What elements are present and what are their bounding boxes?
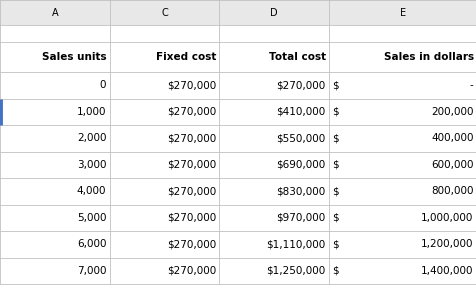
Text: 800,000: 800,000 [430, 186, 473, 196]
Text: $410,000: $410,000 [276, 107, 325, 117]
Text: $: $ [331, 133, 338, 143]
Text: C: C [161, 7, 168, 18]
Text: 600,000: 600,000 [430, 160, 473, 170]
Text: 4,000: 4,000 [77, 186, 106, 196]
Text: $270,000: $270,000 [167, 266, 216, 276]
Text: Total cost: Total cost [268, 52, 325, 62]
Text: $: $ [331, 213, 338, 223]
Text: $270,000: $270,000 [167, 213, 216, 223]
Bar [0, 25, 109, 42]
Text: $270,000: $270,000 [167, 239, 216, 249]
Text: A: A [51, 7, 58, 18]
Text: D: D [270, 7, 278, 18]
Text: 2,000: 2,000 [77, 133, 106, 143]
Text: -: - [469, 80, 473, 90]
Text: $270,000: $270,000 [167, 133, 216, 143]
Text: $830,000: $830,000 [276, 186, 325, 196]
Bar [328, 0, 476, 25]
Text: $550,000: $550,000 [276, 133, 325, 143]
Text: 400,000: 400,000 [430, 133, 473, 143]
Text: 0: 0 [99, 80, 106, 90]
Bar [109, 0, 219, 25]
Text: $270,000: $270,000 [276, 80, 325, 90]
Text: Sales units: Sales units [42, 52, 106, 62]
Text: 1,000: 1,000 [77, 107, 106, 117]
Text: $1,110,000: $1,110,000 [266, 239, 325, 249]
Text: 6,000: 6,000 [77, 239, 106, 249]
Text: 5,000: 5,000 [77, 213, 106, 223]
Text: 1,000,000: 1,000,000 [420, 213, 473, 223]
Bar [109, 25, 219, 42]
Bar [219, 25, 328, 42]
Text: $: $ [331, 160, 338, 170]
Text: $270,000: $270,000 [167, 186, 216, 196]
Text: $970,000: $970,000 [276, 213, 325, 223]
Text: $270,000: $270,000 [167, 80, 216, 90]
Text: $: $ [331, 186, 338, 196]
Text: 3,000: 3,000 [77, 160, 106, 170]
Text: 7,000: 7,000 [77, 266, 106, 276]
Text: Fixed cost: Fixed cost [155, 52, 216, 62]
Text: $690,000: $690,000 [276, 160, 325, 170]
Text: $: $ [331, 266, 338, 276]
Bar [0, 0, 109, 25]
Text: 200,000: 200,000 [430, 107, 473, 117]
Text: $: $ [331, 107, 338, 117]
Bar [219, 0, 328, 25]
Text: E: E [399, 7, 405, 18]
Bar [328, 25, 476, 42]
Text: 1,200,000: 1,200,000 [420, 239, 473, 249]
Text: 1,400,000: 1,400,000 [420, 266, 473, 276]
Text: $: $ [331, 239, 338, 249]
Text: $270,000: $270,000 [167, 107, 216, 117]
Text: Sales in dollars: Sales in dollars [383, 52, 473, 62]
Text: $270,000: $270,000 [167, 160, 216, 170]
Text: $1,250,000: $1,250,000 [266, 266, 325, 276]
Text: $: $ [331, 80, 338, 90]
